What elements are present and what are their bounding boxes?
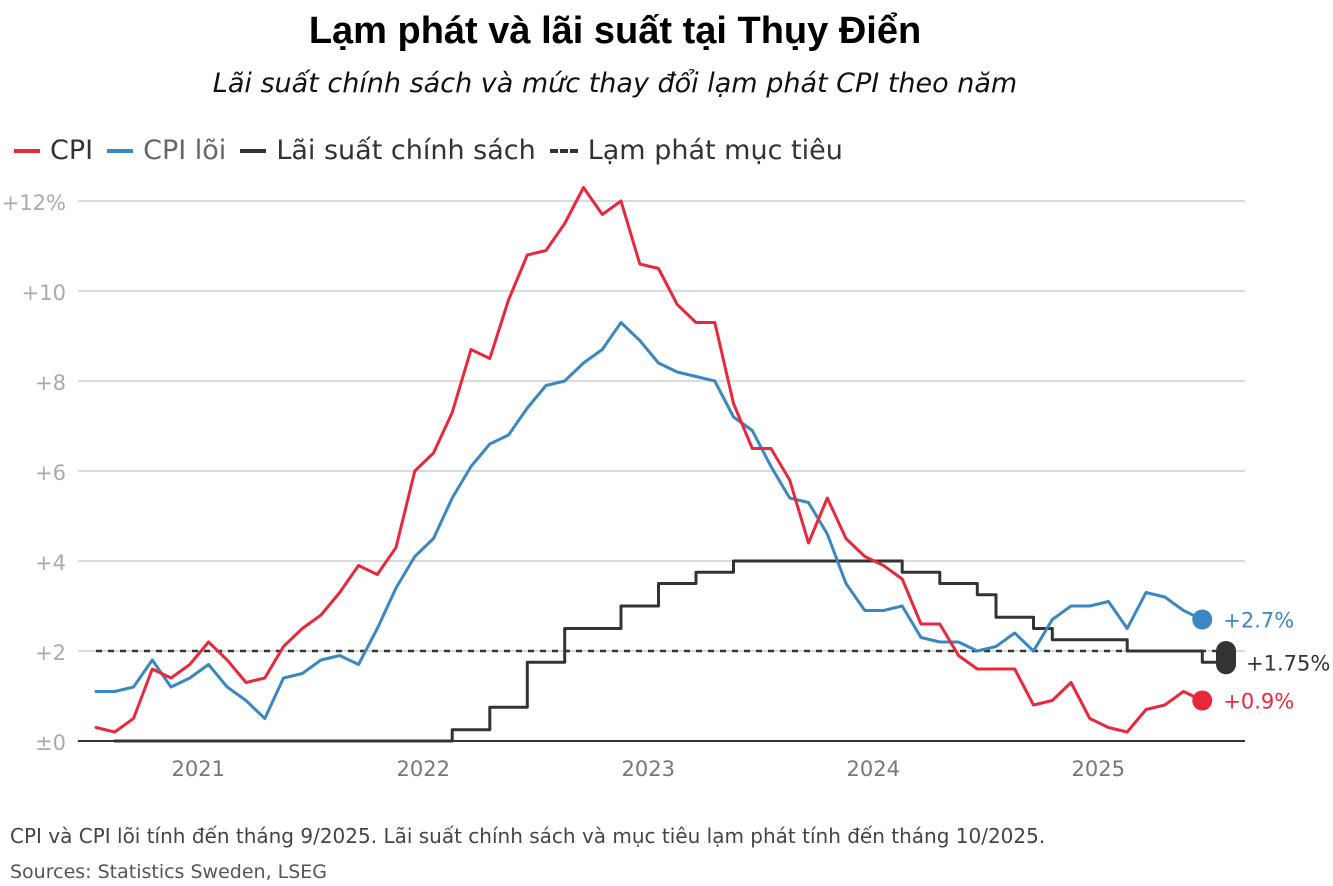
- legend-item-policy-rate: Lãi suất chính sách: [240, 135, 536, 166]
- y-tick-label: +4: [35, 551, 66, 575]
- legend: CPI CPI lõi Lãi suất chính sách Lạm phát…: [14, 135, 857, 166]
- x-tick-label: 2023: [622, 757, 675, 781]
- cpi-end-label: +0.9%: [1223, 690, 1294, 714]
- legend-item-core-cpi: CPI lõi: [107, 135, 226, 166]
- legend-item-cpi: CPI: [14, 135, 93, 166]
- x-tick-labels: 2021 2022 2023 2024 2025: [172, 757, 1125, 781]
- y-tick-labels: ±0 +2 +4 +6 +8 +10 +12%: [2, 191, 66, 755]
- legend-label-cpi: CPI: [50, 135, 94, 166]
- policy-rate-line: [113, 559, 1223, 743]
- legend-label-target: Lạm phát mục tiêu: [587, 135, 843, 166]
- grid-lines: [78, 200, 1245, 742]
- y-tick-label: +2: [35, 641, 66, 665]
- legend-label-core-cpi: CPI lõi: [143, 135, 227, 166]
- y-tick-label: +8: [35, 371, 66, 395]
- chart-title: Lạm phát và lãi suất tại Thụy Điển: [308, 10, 922, 52]
- cpi-line: [94, 186, 1204, 734]
- y-tick-label: +6: [35, 461, 66, 485]
- legend-swatch-core-cpi: [107, 148, 134, 153]
- end-markers: +2.7% +0.9% +1.75%: [1192, 609, 1330, 714]
- source-note: Sources: Statistics Sweden, LSEG: [10, 861, 328, 883]
- legend-swatch-target: [549, 148, 578, 153]
- cpi-end-dot: [1192, 690, 1213, 711]
- x-tick-label: 2022: [397, 757, 450, 781]
- x-tick-label: 2024: [847, 757, 900, 781]
- legend-swatch-policy-rate: [240, 148, 267, 153]
- legend-label-policy-rate: Lãi suất chính sách: [276, 135, 536, 166]
- y-tick-label: +12%: [2, 191, 66, 215]
- policy-rate-end-label: +1.75%: [1246, 651, 1330, 675]
- core-cpi-end-label: +2.7%: [1223, 609, 1294, 633]
- y-tick-label: ±0: [35, 731, 66, 755]
- core-cpi-end-dot: [1192, 609, 1213, 630]
- legend-item-target: Lạm phát mục tiêu: [549, 135, 843, 166]
- x-tick-label: 2021: [172, 757, 225, 781]
- legend-swatch-cpi: [14, 148, 40, 153]
- line-chart: ±0 +2 +4 +6 +8 +10 +12% 2021 2022 2023 2024 2025 +…: [2, 186, 1330, 781]
- series-lines: [94, 186, 1223, 743]
- core-cpi-line: [94, 321, 1204, 720]
- footnote: CPI và CPI lõi tính đến tháng 9/2025. Lã…: [10, 824, 1046, 848]
- x-tick-label: 2025: [1072, 757, 1125, 781]
- chart-subtitle: Lãi suất chính sách và mức thay đổi lạm …: [212, 68, 1018, 99]
- y-tick-label: +10: [22, 281, 66, 305]
